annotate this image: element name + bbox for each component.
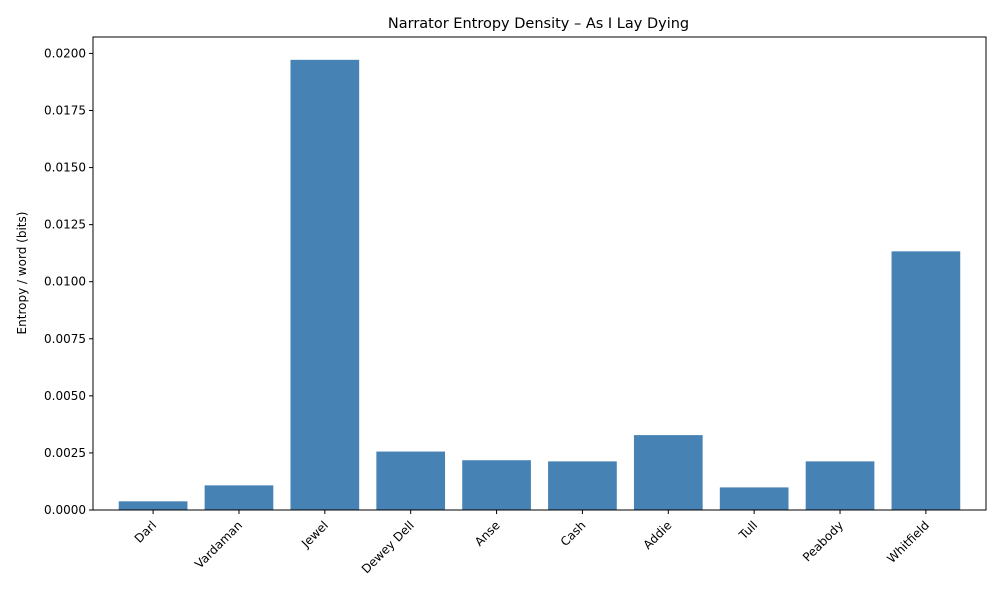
- bar-dewey-dell: [376, 451, 446, 510]
- y-tick-label: 0.0100: [44, 275, 86, 289]
- y-tick-label: 0.0200: [44, 46, 86, 60]
- bar-jewel: [290, 59, 360, 510]
- y-tick-label: 0.0125: [44, 218, 86, 232]
- bar-peabody: [805, 461, 875, 510]
- bar-addie: [633, 435, 703, 510]
- chart-title: Narrator Entropy Density – As I Lay Dyin…: [388, 16, 689, 32]
- y-tick-label: 0.0025: [44, 446, 86, 460]
- bar-cash: [548, 461, 617, 510]
- plot-area-border: [92, 36, 987, 511]
- y-tick-label: 0.0175: [44, 104, 86, 118]
- y-tick-label: 0.0050: [44, 389, 86, 403]
- bar-tull: [719, 487, 789, 510]
- y-tick-label: 0.0075: [44, 332, 86, 346]
- bar-whitfield: [891, 251, 961, 511]
- bar-vardaman: [204, 485, 274, 510]
- axes-frame: [92, 36, 987, 511]
- bar-darl: [118, 501, 188, 510]
- y-axis: 0.0000 0.0025 0.0050 0.0075 0.0100 0.0125 0.01…: [44, 46, 93, 517]
- bars-group: [118, 59, 961, 511]
- bar-anse: [462, 460, 531, 510]
- y-tick-label: 0.0150: [44, 161, 86, 175]
- y-tick-label: 0.0000: [44, 503, 86, 517]
- y-axis-title: Entropy / word (bits): [15, 212, 29, 335]
